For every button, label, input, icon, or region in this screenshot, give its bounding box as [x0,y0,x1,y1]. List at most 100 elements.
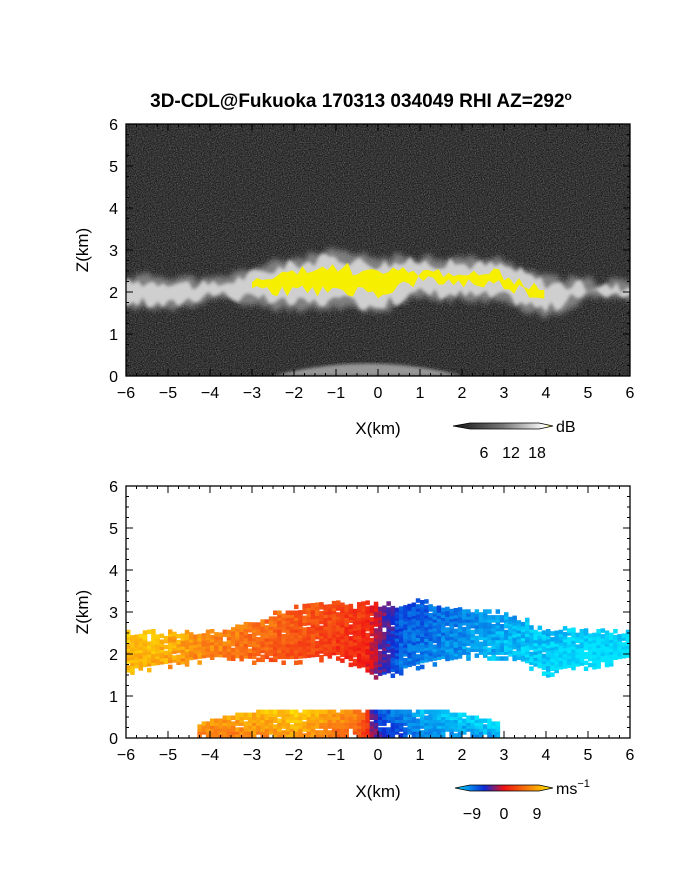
velocity-cloud-pixel [596,655,601,660]
velocity-boundary-pixel [361,721,366,726]
velocity-cloud-pixel [516,629,522,634]
velocity-boundary-pixel [268,715,274,720]
intensity-y-tick-label: 6 [109,117,118,134]
velocity-cloud-pixel [449,620,454,626]
velocity-cloud-pixel [386,616,391,621]
velocity-cloud-pixel [428,624,433,630]
velocity-cloud-pixel [369,658,375,663]
velocity-cloud-pixel [298,633,303,639]
velocity-cloud-pixel [336,612,341,617]
velocity-cloud-pixel [172,643,177,648]
velocity-cloud-pixel [604,639,610,644]
velocity-cloud-pixel [470,624,475,629]
velocity-cloud-pixel [462,641,467,647]
velocity-cloud-pixel [604,656,610,662]
velocity-boundary-pixel [394,712,400,718]
velocity-cloud-pixel [130,658,135,664]
velocity-boundary-pixel [495,721,501,726]
intensity-x-tick-label: −2 [285,385,303,402]
velocity-x-tick-label: 1 [416,747,425,764]
intensity-colorbar-tick-6: 6 [480,445,489,462]
velocity-boundary-pixel [474,730,480,735]
velocity-cloud-pixel [130,635,135,640]
velocity-cloud-pixel [214,635,219,640]
velocity-cloud-pixel [613,652,618,657]
velocity-boundary-pixel [390,721,396,726]
velocity-cloud-pixel [386,654,391,659]
velocity-cloud-pixel [394,631,400,636]
velocity-cloud-pixel [226,641,232,647]
velocity-cloud-pixel [617,654,622,660]
velocity-boundary-pixel [399,718,404,723]
velocity-cloud-pixel [159,645,165,650]
velocity-boundary-pixel [268,709,274,715]
velocity-cloud-pixel [357,613,362,619]
velocity-cloud-pixel [487,624,492,629]
velocity-cloud-pixel [163,659,169,664]
velocity-cloud-pixel [428,633,433,639]
intensity-peak-core [252,262,545,299]
velocity-boundary-pixel [365,709,370,715]
velocity-cloud-pixel [428,657,433,662]
velocity-boundary-pixel [495,730,501,735]
velocity-cloud-pixel [491,656,496,661]
velocity-boundary-pixel [369,724,375,729]
velocity-cloud-pixel [491,635,496,641]
velocity-cloud-pixel [298,651,303,656]
velocity-cloud-pixel [302,633,307,638]
velocity-cloud-pixel [302,636,307,641]
velocity-cloud-pixel [369,623,375,628]
velocity-cloud-pixel [399,638,404,644]
velocity-cloud-pixel [474,626,480,632]
velocity-cloud-pixel [231,638,236,644]
velocity-cloud-pixel [411,661,417,666]
velocity-cloud-pixel [260,637,265,642]
velocity-cloud-pixel [357,622,362,628]
velocity-cloud-pixel [352,661,358,667]
velocity-cloud-pixel [201,642,207,647]
velocity-cloud-pixel [407,659,412,665]
velocity-cloud-pixel [197,645,202,651]
velocity-cloud-pixel [235,647,240,653]
velocity-boundary-pixel [289,715,295,720]
velocity-boundary-pixel [336,718,341,723]
velocity-cloud-pixel [516,620,522,625]
velocity-cloud-pixel [453,622,459,628]
velocity-cloud-pixel [340,629,345,634]
velocity-cloud-pixel [462,638,467,644]
velocity-cloud-pixel [369,664,375,669]
velocity-cloud-pixel [436,637,442,643]
velocity-cloud-pixel [289,634,295,639]
velocity-cloud-pixel [126,668,131,673]
velocity-cloud-pixel [155,637,160,642]
velocity-cloud-pixel [159,657,165,662]
velocity-cloud-pixel [415,604,421,609]
velocity-cloud-pixel [180,656,186,662]
velocity-cloud-pixel [604,645,610,650]
velocity-cloud-pixel [352,620,358,626]
velocity-cloud-pixel [583,628,589,633]
velocity-cloud-pixel [420,600,425,605]
velocity-cloud-pixel [562,652,568,657]
velocity-cloud-pixel [504,621,509,626]
velocity-cloud-pixel [319,658,324,663]
velocity-boundary-pixel [369,712,375,718]
velocity-cloud-pixel [466,629,471,635]
velocity-cloud-pixel [226,647,232,652]
velocity-cloud-pixel [386,663,391,668]
velocity-boundary-pixel [289,730,295,735]
velocity-cloud-pixel [142,639,148,644]
velocity-cloud-pixel [499,656,505,661]
velocity-cloud-pixel [126,629,131,635]
velocity-boundary-pixel [378,733,383,738]
velocity-cloud-pixel [583,640,589,645]
velocity-cloud-pixel [394,642,400,648]
velocity-boundary-pixel [319,730,324,735]
velocity-cloud-pixel [483,635,488,641]
velocity-cloud-pixel [201,633,207,638]
velocity-cloud-pixel [256,622,261,627]
velocity-cloud-pixel [537,663,543,669]
velocity-cloud-pixel [369,620,375,625]
velocity-cloud-pixel [159,639,165,644]
velocity-cloud-pixel [327,648,333,653]
